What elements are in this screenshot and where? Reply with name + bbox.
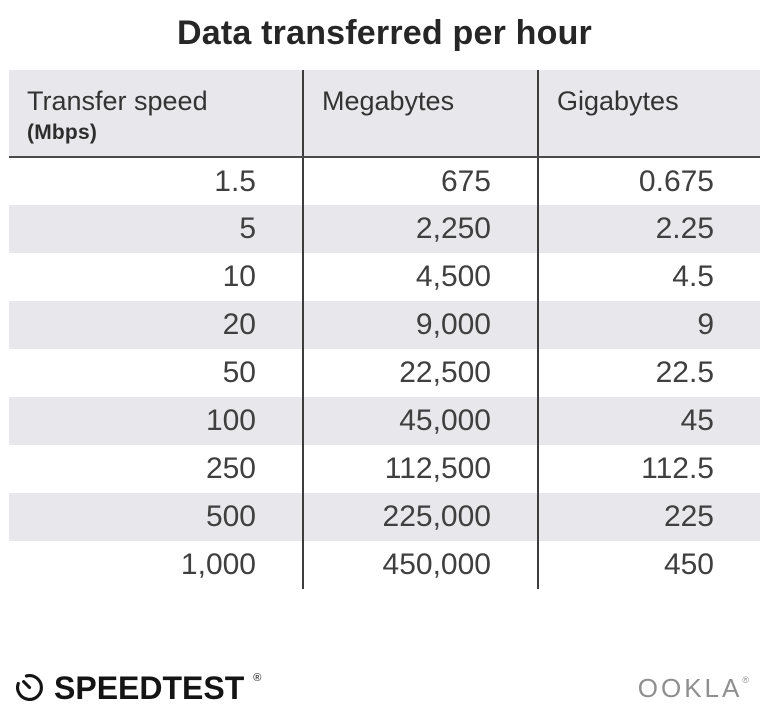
- table-cell: 225: [537, 493, 760, 541]
- col-header-label: Megabytes: [322, 86, 455, 116]
- table-cell: 4,500: [302, 253, 538, 301]
- speedtest-logo: SPEEDTEST ®: [13, 671, 261, 704]
- speedtest-wordmark: SPEEDTEST: [54, 669, 245, 706]
- table-row: 5 2,250 2.25: [9, 205, 760, 253]
- speedtest-registered-mark: ®: [253, 672, 262, 684]
- table-cell: 45: [537, 397, 760, 445]
- table-row: 250 112,500 112.5: [9, 445, 760, 493]
- table-cell: 100: [9, 397, 303, 445]
- table-cell: 1.5: [9, 157, 303, 205]
- table-body: 1.5 675 0.675 5 2,250 2.25 10 4,500 4.5 20 9,000 9 5…: [9, 157, 760, 589]
- table-cell: 450,000: [302, 541, 538, 589]
- table-cell: 4.5: [537, 253, 760, 301]
- table-row: 1.5 675 0.675: [9, 157, 760, 205]
- data-table: Transfer speed (Mbps) Megabytes Gigabyte…: [9, 70, 760, 589]
- table-cell: 1,000: [9, 541, 303, 589]
- speedtest-gauge-icon: [13, 671, 46, 704]
- table-cell: 9: [537, 301, 760, 349]
- col-header-transfer-speed: Transfer speed (Mbps): [9, 70, 303, 158]
- col-header-label: Transfer speed: [27, 86, 208, 116]
- table-cell: 112.5: [537, 445, 760, 493]
- table-cell: 5: [9, 205, 303, 253]
- col-header-label: Gigabytes: [557, 86, 679, 116]
- ookla-logo: OOKLA ®: [638, 675, 749, 701]
- table-cell: 50: [9, 349, 303, 397]
- table-row: 500 225,000 225: [9, 493, 760, 541]
- table-row: 100 45,000 45: [9, 397, 760, 445]
- table-cell: 112,500: [302, 445, 538, 493]
- footer: SPEEDTEST ® OOKLA ®: [13, 671, 749, 704]
- page-title: Data transferred per hour: [177, 14, 592, 52]
- table-cell: 22.5: [537, 349, 760, 397]
- table-row: 10 4,500 4.5: [9, 253, 760, 301]
- table-cell: 22,500: [302, 349, 538, 397]
- table-cell: 675: [302, 157, 538, 205]
- col-header-megabytes: Megabytes: [302, 70, 538, 158]
- table-cell: 45,000: [302, 397, 538, 445]
- ookla-registered-mark: ®: [742, 674, 749, 685]
- header-row: Transfer speed (Mbps) Megabytes Gigabyte…: [9, 70, 760, 158]
- table-cell: 2.25: [537, 205, 760, 253]
- table-cell: 20: [9, 301, 303, 349]
- table-cell: 250: [9, 445, 303, 493]
- table-cell: 9,000: [302, 301, 538, 349]
- ookla-wordmark: OOKLA: [637, 672, 743, 703]
- table-row: 50 22,500 22.5: [9, 349, 760, 397]
- col-header-sublabel: (Mbps): [27, 121, 98, 144]
- table-cell: 10: [9, 253, 303, 301]
- table-row: 1,000 450,000 450: [9, 541, 760, 589]
- table-cell: 2,250: [302, 205, 538, 253]
- table-cell: 450: [537, 541, 760, 589]
- table-cell: 500: [9, 493, 303, 541]
- table-cell: 0.675: [537, 157, 760, 205]
- col-header-gigabytes: Gigabytes: [537, 70, 760, 158]
- table-row: 20 9,000 9: [9, 301, 760, 349]
- table-header: Transfer speed (Mbps) Megabytes Gigabyte…: [9, 70, 760, 158]
- table-cell: 225,000: [302, 493, 538, 541]
